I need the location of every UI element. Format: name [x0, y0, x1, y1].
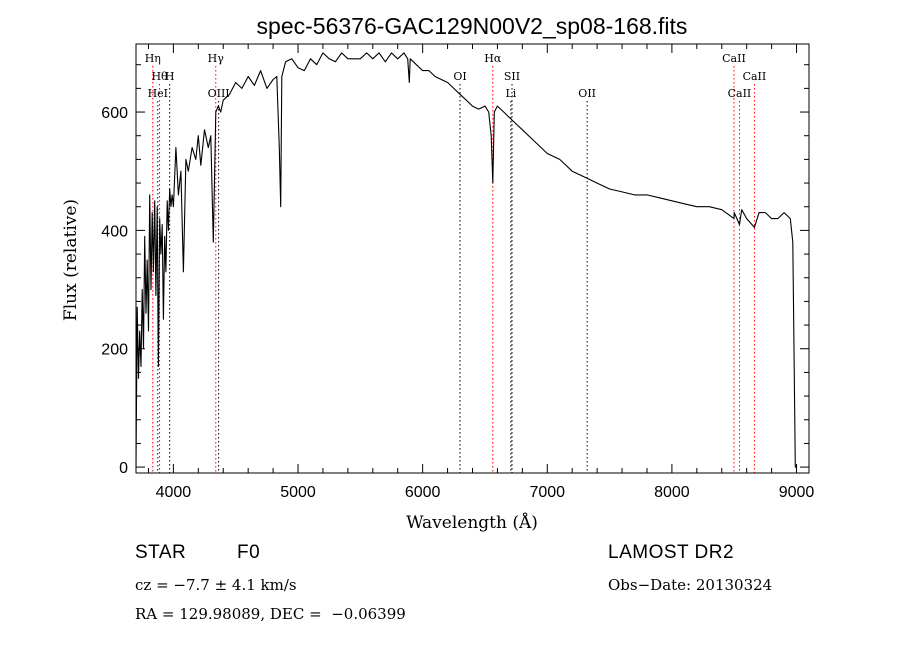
velocity-readout: cz = −7.7 ± 4.1 km/s: [135, 576, 297, 594]
spectral-line-label: Hη: [145, 52, 161, 65]
spectral-line-label: Hθ: [151, 70, 168, 83]
spectral-line-label: Hγ: [208, 52, 225, 65]
spectral-line-label: OII: [578, 87, 596, 100]
spectral-line-label: CaII: [722, 52, 746, 65]
spectral-line-label: Li: [505, 87, 516, 100]
x-tick-label: 7000: [529, 484, 565, 501]
spectral-line-label: Hα: [484, 52, 502, 65]
y-axis-label: Flux (relative): [61, 199, 81, 321]
spectral-line-label: OIII: [208, 87, 230, 100]
y-tick-label: 200: [101, 342, 128, 359]
chart-title: spec-56376-GAC129N00V2_sp08-168.fits: [257, 13, 688, 39]
plot-frame: [135, 43, 810, 474]
y-tick-label: 600: [101, 105, 128, 122]
object-class: STAR: [135, 542, 187, 563]
survey-name: LAMOST DR2: [608, 542, 735, 563]
spectral-line-label: CaII: [743, 70, 767, 83]
spectral-line-label: OI: [453, 70, 466, 83]
spectral-line-label: CaII: [728, 87, 752, 100]
spectral-line-label: HeI: [148, 87, 168, 100]
x-axis-label: Wavelength (Å): [406, 512, 538, 533]
object-subclass: F0: [237, 542, 261, 563]
x-tick-label: 5000: [280, 484, 316, 501]
x-tick-label: 8000: [654, 484, 690, 501]
coordinates: RA = 129.98089, DEC = −0.06399: [135, 605, 406, 623]
x-tick-label: 6000: [405, 484, 441, 501]
y-tick-label: 0: [119, 460, 128, 477]
spectral-line-label: SII: [504, 70, 520, 83]
y-tick-label: 400: [101, 223, 128, 240]
x-tick-label: 9000: [779, 484, 815, 501]
x-tick-label: 4000: [156, 484, 192, 501]
spectral-line-label: H: [165, 70, 175, 83]
obs-date: Obs−Date: 20130324: [608, 576, 773, 594]
spectrum-series-line: [135, 52, 797, 468]
